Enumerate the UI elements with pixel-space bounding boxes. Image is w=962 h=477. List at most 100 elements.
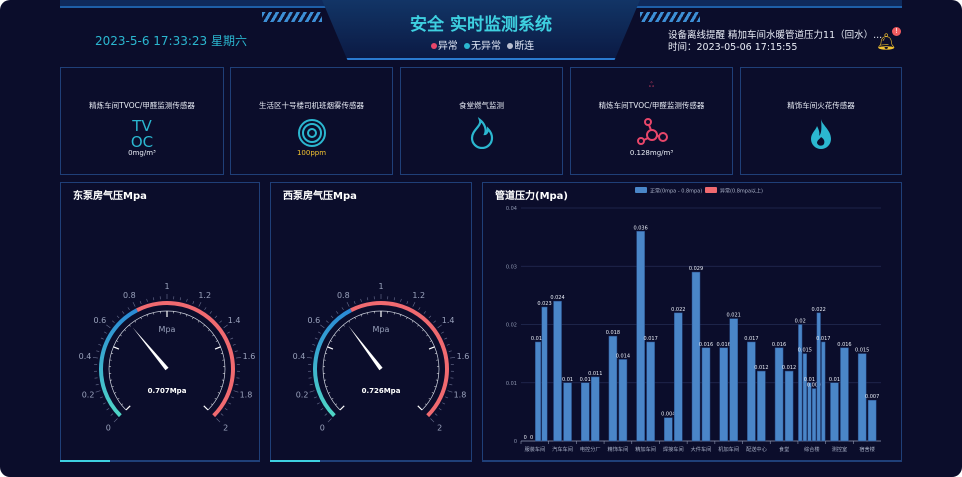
gauge-inner-tick [338,329,341,332]
x-tick-label: 综合楼 [804,445,820,453]
gauge-panel-east: 东泵房气压Mpa 0 0.2 0.4 0.6 0.8 1 1.2 1.4 1.6 1.8 2 Mpa 0… [60,182,260,462]
card-title: 生活区十号楼司机班烟雾传感器 [259,101,364,110]
gauge-inner-tick [325,353,328,355]
gauge-tick-label: 2 [223,424,228,433]
gauge-tick [412,302,416,307]
bar-value-label: 0.016 [837,342,851,348]
gauge-inner-tick [129,324,131,327]
gauge-inner-tick [328,392,331,394]
bar-value-label: 0.018 [606,330,620,336]
gauge-tick [231,396,235,399]
gauge-tick [341,307,344,311]
gauge-tick [204,307,207,311]
gauge-inner-tick [119,334,122,337]
gauge-value: 0.707Mpa [148,387,187,395]
gauge-inner-tick [431,392,434,394]
sensor-card[interactable]: 食堂燃气监测 [400,67,563,175]
gauge-inner-tick [116,340,119,342]
bar-value-label: 0.01 [580,377,591,383]
x-tick-label: 机加车间 [718,445,739,453]
gauge-tick [306,356,312,359]
gauge-tick [310,350,314,352]
card-value: 0.128mg/m³ [629,149,674,157]
pressure-gauge: 0 0.2 0.4 0.6 0.8 1 1.2 1.4 1.6 1.8 2 Mpa 0.707Mpa [79,282,256,433]
datetime: 2023-5-6 17:33:23 星期六 [95,34,247,48]
gauge-inner-tick [333,334,336,337]
sensor-card[interactable]: 精炼车间TVOC/甲醛监测传感器 TV OC 0mg/m³ [60,67,224,175]
bar [701,347,711,442]
gauge-tick [433,320,436,323]
gauge-tick [314,337,318,340]
gauge-tick [110,413,114,416]
gauge-tick [444,337,448,340]
gauge-inner-tick [354,317,356,320]
flame-outline-icon [401,117,562,150]
gauge-tick [316,402,320,405]
gauge-tick [400,298,402,302]
card-title: 精饰车间火花传感器 [787,101,855,110]
x-tick-label: 食堂 [779,445,789,453]
bar [580,382,590,442]
normal-dot-icon [464,43,470,49]
gauge-tick [146,298,148,302]
gauge-inner-tick [192,317,194,320]
bar-value-label: 0.01 [829,377,840,383]
status-legend: 异常 无异常 断连 [0,37,962,52]
gauge-tick [192,301,195,305]
sensor-card[interactable]: 生活区十号楼司机班烟雾传感器 100ppm [230,67,393,175]
bar-value-label: 0.023 [537,301,551,307]
sensor-card[interactable]: ஃ 精炼车间TVOC/甲醛监测传感器 0.128mg/m³ [570,67,733,175]
corner-accent [270,460,320,462]
bar [830,382,839,442]
y-tick-label: 0 [514,439,517,445]
gauge-tick-label: 0.2 [296,391,309,400]
x-tick-label: 宿舍楼 [859,445,875,453]
header-decoration [640,12,700,22]
fire-drop-icon [741,117,901,149]
alarm-notice[interactable]: 设备离线提醒 精加车间水暖管道压力11（回水）... 时间：2023-05-06… [668,30,882,54]
gauge-tick [214,315,218,319]
gauge-tick [360,298,362,302]
gauge-tick [313,396,317,399]
gauge-tick [116,315,120,319]
gauge-inner-arc [108,310,226,411]
gauge-tick [353,301,356,305]
gauge-tick-label: 0.8 [337,291,350,300]
gauge-tick [442,402,446,405]
bar [590,376,600,442]
gauge-inner-tick [220,386,223,388]
gauge-tick [95,383,99,386]
bar [802,353,807,442]
gauge-unit: Mpa [159,325,176,334]
gauge-inner-tick [121,403,124,406]
card-value: 0mg/m³ [128,149,156,157]
alarm-badge: ! [892,27,901,36]
gauge-tick [219,320,222,323]
molecule-icon [571,117,732,149]
x-tick-label: 精加车间 [635,445,656,453]
gauge-tick-label: 2 [437,424,442,433]
gauge-tick [309,383,313,386]
bell-icon[interactable]: 🔔︎ [876,32,897,51]
card-title: 食堂燃气监测 [459,101,504,110]
bar [821,341,826,442]
svg-text:OC: OC [131,133,153,149]
gauge-tick [228,402,232,405]
gauge-value: 0.726Mpa [362,387,401,395]
bar-value-label: 0.022 [671,307,685,313]
bar-value-label: 0.016 [699,342,713,348]
bar [757,370,766,442]
legend-label: 正常(0mpa - 0.8mpa) [650,188,702,195]
gauge-tick [100,337,104,340]
bar [747,341,756,442]
gauge-tick [227,331,230,334]
legend-offline: 断连 [514,41,535,52]
y-tick-label: 0.04 [506,206,517,212]
bar-value-label: 0.02 [795,319,806,325]
bar-value-label: 0.017 [744,336,758,342]
gauge-inner-tick [124,329,127,332]
bar-value-label: 0.017 [643,336,657,342]
sensor-card[interactable]: 精饰车间火花传感器 [740,67,902,175]
bar-value-label: 0.016 [717,342,731,348]
card-title: 精炼车间TVOC/甲醛监测传感器 [89,101,195,110]
